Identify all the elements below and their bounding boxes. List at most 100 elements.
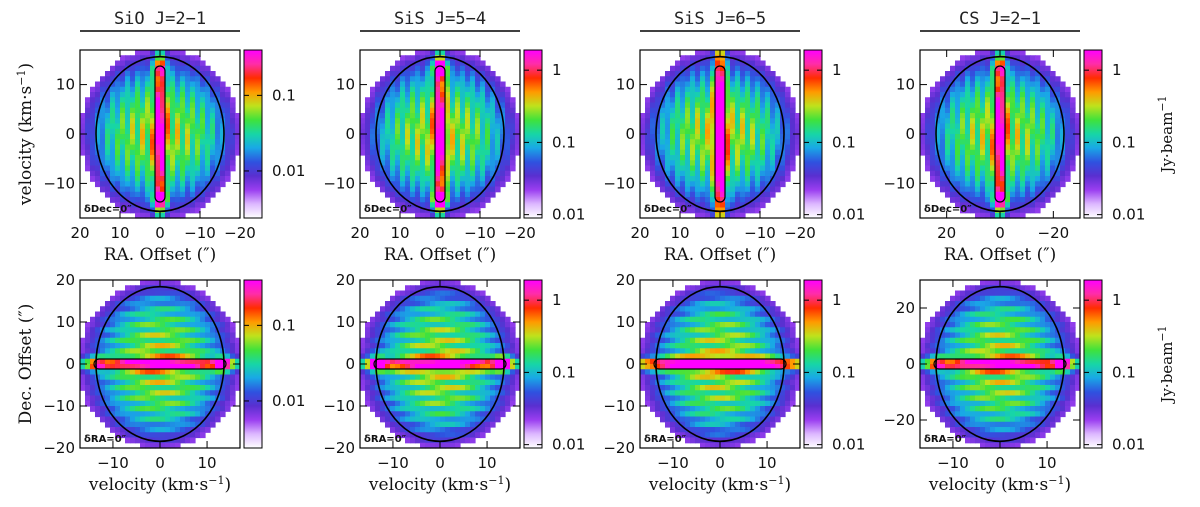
map-cell — [480, 102, 486, 109]
map-cell — [205, 364, 211, 370]
map-cell — [85, 139, 91, 146]
map-cell — [100, 123, 106, 130]
map-cell — [695, 128, 701, 135]
map-cell — [685, 197, 691, 203]
map-cell — [1060, 92, 1066, 98]
map-cell — [130, 149, 136, 156]
map-cell — [105, 390, 111, 397]
map-cell — [1005, 165, 1011, 172]
map-cell — [970, 86, 976, 93]
map-cell — [150, 374, 156, 381]
map-cell — [1005, 50, 1011, 56]
map-cell — [445, 118, 451, 125]
map-cell — [705, 155, 711, 161]
map-cell — [660, 144, 666, 151]
map-cell — [125, 364, 131, 370]
map-cell — [390, 134, 396, 140]
map-cell — [710, 123, 716, 130]
map-cell — [1040, 107, 1046, 114]
map-cell — [675, 113, 681, 119]
map-cell — [110, 374, 116, 381]
map-cell — [415, 290, 421, 297]
map-cell — [95, 400, 101, 407]
map-cell — [175, 65, 181, 72]
map-cell — [1040, 128, 1046, 135]
map-cell — [460, 55, 466, 62]
map-cell — [690, 207, 696, 214]
map-cell — [700, 144, 706, 151]
map-cell — [405, 123, 411, 130]
map-cell — [470, 406, 476, 412]
map-cell — [470, 165, 476, 172]
map-cell — [125, 181, 131, 188]
map-cell — [120, 353, 126, 360]
map-cell — [185, 92, 191, 98]
map-cell — [970, 170, 976, 177]
map-cell — [95, 411, 101, 418]
map-cell — [755, 118, 761, 125]
map-cell — [190, 149, 196, 156]
map-cell — [385, 311, 391, 318]
map-cell — [740, 212, 746, 219]
map-cell — [950, 181, 956, 188]
map-cell — [685, 191, 691, 198]
map-cell — [675, 60, 681, 67]
map-cell — [955, 97, 961, 104]
map-cell — [645, 165, 651, 172]
map-cell — [1015, 160, 1021, 167]
map-cell — [195, 181, 201, 188]
map-cell — [175, 139, 181, 146]
map-cell — [185, 385, 191, 391]
map-cell — [130, 332, 136, 339]
map-cell — [405, 421, 411, 428]
map-cell — [780, 81, 786, 88]
map-cell — [460, 207, 466, 214]
map-cell — [690, 160, 696, 167]
map-cell — [440, 102, 446, 109]
map-cell — [770, 123, 776, 130]
map-cell — [675, 76, 681, 83]
map-cell — [1000, 134, 1006, 140]
map-cell — [645, 149, 651, 156]
map-cell — [665, 118, 671, 125]
map-cell — [360, 369, 366, 376]
map-cell — [665, 181, 671, 188]
map-cell — [160, 76, 166, 83]
map-cell — [480, 197, 486, 203]
map-cell — [1000, 55, 1006, 62]
map-cell — [145, 432, 151, 439]
map-cell — [115, 123, 121, 130]
map-cell — [440, 301, 446, 307]
map-cell — [745, 113, 751, 119]
map-cell — [185, 400, 191, 407]
map-cell — [85, 144, 91, 151]
map-cell — [190, 176, 196, 182]
map-cell — [195, 395, 201, 402]
map-cell — [440, 144, 446, 151]
map-cell — [765, 176, 771, 182]
map-cell — [730, 160, 736, 167]
map-cell — [690, 118, 696, 125]
map-cell — [200, 128, 206, 135]
map-cell — [755, 92, 761, 98]
map-cell — [695, 65, 701, 72]
map-cell — [180, 50, 186, 56]
map-cell — [145, 337, 151, 344]
map-cell — [170, 343, 176, 349]
map-cell — [1060, 107, 1066, 114]
map-cell — [140, 374, 146, 381]
map-cell — [940, 118, 946, 125]
map-cell — [125, 160, 131, 167]
map-cell — [145, 50, 151, 56]
map-cell — [370, 379, 376, 386]
offset-annotation: δDec=0″ — [84, 204, 132, 215]
map-cell — [745, 128, 751, 135]
map-cell — [785, 113, 791, 119]
map-cell — [110, 123, 116, 130]
map-cell — [445, 442, 451, 449]
map-cell — [90, 395, 96, 402]
map-cell — [185, 358, 191, 365]
map-cell — [760, 107, 766, 114]
map-cell — [1015, 176, 1021, 182]
map-cell — [145, 118, 151, 125]
